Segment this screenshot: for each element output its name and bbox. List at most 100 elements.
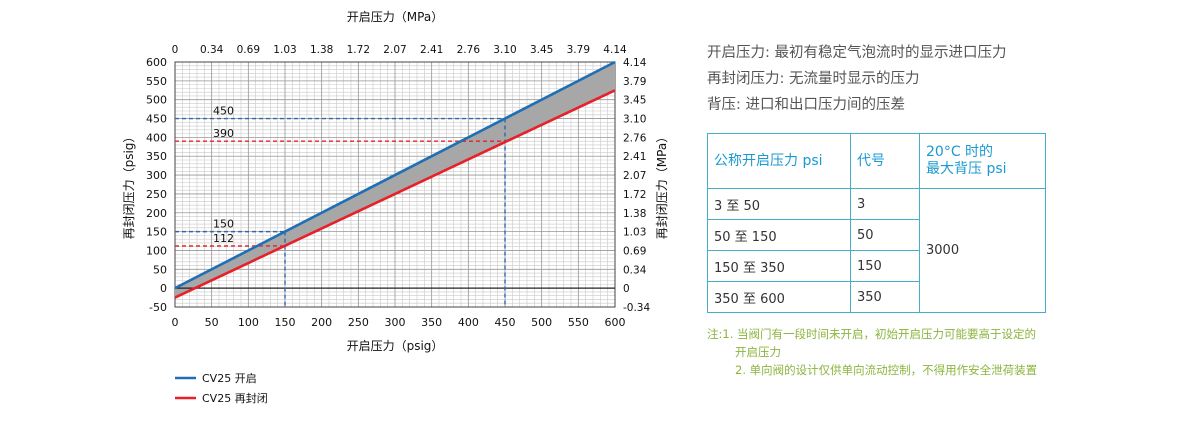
top-tick-label: 0.34 (200, 44, 224, 56)
x-tick-label: 600 (605, 316, 626, 329)
pressure-spec-table: 公称开启压力 psi 代号 20°C 时的 最大背压 psi 3 至 50 3 3… (707, 133, 1046, 313)
top-tick-label: 0.69 (237, 44, 260, 56)
top-tick-label: 2.07 (383, 44, 406, 56)
top-tick-label: 3.45 (530, 44, 553, 56)
y-tick-label: 300 (146, 169, 167, 182)
right-tick-label: 1.72 (623, 189, 646, 201)
max-back-pressure-value: 3000 (919, 188, 1046, 313)
bottom-axis-label: 开启压力（psig） (347, 339, 444, 353)
top-tick-label: 4.14 (603, 44, 627, 56)
top-tick-label: 1.38 (310, 44, 333, 56)
right-tick-label: 2.76 (623, 132, 647, 144)
y-tick-label: 550 (146, 75, 167, 88)
right-tick-label: 0 (623, 283, 630, 295)
right-tick-label: 3.45 (623, 95, 646, 107)
y-tick-label: 350 (146, 150, 167, 163)
header-nominal-cracking-pressure: 公称开启压力 psi (707, 133, 851, 189)
x-tick-label: 550 (568, 316, 589, 329)
x-tick-label: 300 (385, 316, 406, 329)
row-code: 50 (850, 219, 920, 251)
table-header-row: 公称开启压力 psi 代号 20°C 时的 最大背压 psi (707, 133, 1046, 189)
annotation-label: 450 (213, 105, 234, 118)
series-layer (174, 60, 616, 299)
x-tick-label: 0 (172, 316, 179, 329)
annotation-label: 390 (213, 127, 234, 140)
right-tick-label: 1.03 (623, 227, 646, 239)
y-tick-label: 50 (153, 263, 167, 276)
table-row: 350 至 600 350 (707, 281, 1046, 313)
legend-label: CV25 开启 (202, 372, 257, 385)
x-tick-label: 500 (531, 316, 552, 329)
top-tick-label: 3.79 (567, 44, 590, 56)
row-range: 50 至 150 (707, 219, 851, 251)
y-tick-label: 450 (146, 113, 167, 126)
left-axis-label: 再封闭压力（psig） (122, 131, 136, 240)
header-code: 代号 (850, 133, 920, 189)
definitions: 开启压力: 最初有稳定气泡流时的显示进口压力 再封闭压力: 无流量时显示的压力 … (707, 40, 1067, 118)
plot-frame (174, 61, 616, 308)
y-tick-label: 200 (146, 207, 167, 220)
series-line-reseal (174, 89, 616, 299)
x-tick-label: 100 (238, 316, 259, 329)
right-tick-label: 0.69 (623, 245, 646, 257)
row-range: 150 至 350 (707, 250, 851, 282)
x-tick-label: 250 (348, 316, 369, 329)
chart-legend: CV25 开启 CV25 再封闭 (175, 372, 268, 405)
x-tick-label: 150 (275, 316, 296, 329)
row-range: 3 至 50 (707, 188, 851, 220)
row-code: 350 (850, 281, 920, 313)
header-max-back-pressure: 20°C 时的 最大背压 psi (919, 133, 1046, 189)
series-line-cracking (174, 60, 616, 290)
definition-reseal-pressure: 再封闭压力: 无流量时显示的压力 (707, 71, 920, 87)
x-tick-label: 450 (495, 316, 516, 329)
notes: 注:1. 当阀门有一段时间未开启，初始开启压力可能要高于设定的 开启压力 2. … (707, 325, 1037, 379)
row-range: 350 至 600 (707, 281, 851, 313)
note-2: 2. 单向阀的设计仅供单向流动控制，不得用作安全泄荷装置 (735, 363, 1038, 377)
table-row: 150 至 350 150 (707, 250, 1046, 282)
top-tick-label: 1.72 (347, 44, 370, 56)
y-tick-label: 500 (146, 94, 167, 107)
definition-cracking-pressure: 开启压力: 最初有稳定气泡流时的显示进口压力 (707, 45, 1007, 61)
right-tick-label: 4.14 (623, 57, 647, 69)
x-tick-label: 400 (458, 316, 479, 329)
right-tick-label: -0.34 (623, 302, 650, 314)
y-tick-label: 400 (146, 131, 167, 144)
y-tick-label: -50 (149, 301, 167, 314)
top-tick-label: 2.41 (420, 44, 443, 56)
note-1: 注:1. 当阀门有一段时间未开启，初始开启压力可能要高于设定的 (707, 327, 1036, 341)
top-axis-label: 开启压力（MPa） (347, 10, 443, 24)
top-tick-label: 2.76 (457, 44, 481, 56)
top-tick-label: 0 (172, 44, 179, 56)
right-tick-label: 3.79 (623, 76, 646, 88)
x-tick-label: 350 (421, 316, 442, 329)
top-tick-label: 1.03 (273, 44, 296, 56)
header-max-back-pressure-line2: 最大背压 psi (926, 161, 1007, 177)
legend-label: CV25 再封闭 (202, 391, 268, 405)
right-axis-label: 再封闭压力（MPa） (655, 131, 669, 239)
annotation-label: 112 (213, 232, 234, 245)
guide-layer (175, 117, 506, 307)
y-tick-label: 0 (160, 282, 167, 295)
x-tick-label: 200 (311, 316, 332, 329)
top-tick-label: 3.10 (493, 44, 516, 56)
grid-major (174, 61, 616, 308)
annotation-label: 150 (213, 218, 234, 231)
right-tick-label: 0.34 (623, 264, 647, 276)
right-tick-label: 2.07 (623, 170, 646, 182)
right-tick-label: 2.41 (623, 151, 646, 163)
note-1-continuation: 开启压力 (735, 345, 781, 359)
right-tick-label: 1.38 (623, 208, 646, 220)
table-row: 3 至 50 3 3000 (707, 188, 1046, 313)
row-code: 150 (850, 250, 920, 282)
definition-back-pressure: 背压: 进口和出口压力间的压差 (707, 97, 905, 113)
x-tick-label: 50 (205, 316, 219, 329)
y-tick-label: 100 (146, 244, 167, 257)
y-tick-label: 600 (146, 56, 167, 69)
row-code: 3 (850, 188, 920, 220)
y-tick-label: 250 (146, 188, 167, 201)
y-tick-label: 150 (146, 226, 167, 239)
right-tick-label: 3.10 (623, 114, 646, 126)
